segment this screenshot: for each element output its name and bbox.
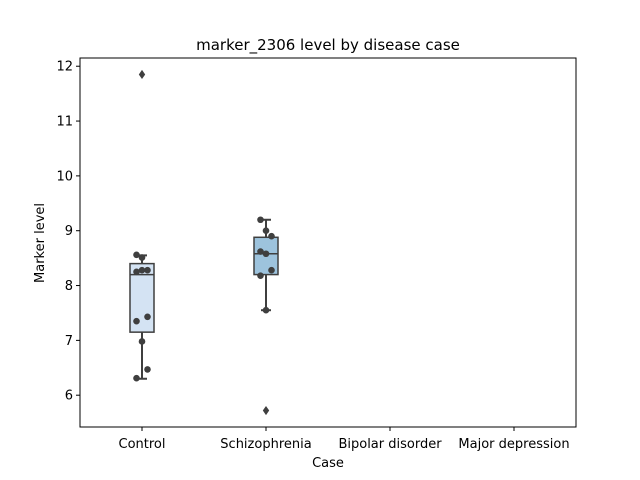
y-tick-label: 7 bbox=[65, 334, 73, 349]
x-axis: Control Schizophrenia Bipolar disorder Majo… bbox=[119, 427, 570, 452]
y-tick-label: 9 bbox=[65, 224, 73, 239]
swarm-point bbox=[138, 338, 146, 345]
swarm-point bbox=[257, 248, 264, 255]
swarm-point bbox=[133, 317, 140, 325]
plot-frame bbox=[79, 57, 577, 428]
swarm-point bbox=[262, 306, 270, 314]
box-group bbox=[253, 218, 279, 416]
swarm-point bbox=[138, 266, 146, 274]
box-flier bbox=[138, 69, 146, 80]
swarm-point bbox=[268, 266, 275, 274]
y-tick-label: 12 bbox=[56, 60, 73, 75]
swarm-point bbox=[262, 227, 270, 235]
box-flier bbox=[262, 405, 270, 416]
swarm-point bbox=[144, 366, 151, 373]
y-axis: 6 7 8 9 10 11 12 bbox=[56, 60, 80, 404]
y-tick-label: 11 bbox=[56, 115, 73, 130]
chart-title: marker_2306 level by disease case bbox=[196, 36, 460, 55]
boxes-layer bbox=[129, 69, 279, 416]
swarm-point bbox=[268, 232, 275, 240]
swarm-point bbox=[133, 374, 140, 382]
y-tick-label: 10 bbox=[56, 169, 73, 184]
swarm-point bbox=[144, 266, 151, 274]
swarm-point bbox=[144, 313, 151, 321]
x-axis-label: Case bbox=[312, 456, 344, 471]
swarm-point bbox=[138, 254, 146, 261]
box-group bbox=[129, 69, 155, 380]
swarm-point bbox=[257, 272, 264, 279]
swarm-point bbox=[133, 251, 140, 259]
x-tick-label: Bipolar disorder bbox=[338, 437, 442, 452]
y-tick-label: 8 bbox=[65, 279, 73, 294]
x-tick-label: Major depression bbox=[458, 437, 569, 452]
x-tick-label: Control bbox=[119, 437, 166, 452]
points-layer bbox=[133, 216, 275, 382]
swarm-point bbox=[262, 250, 270, 258]
swarm-point bbox=[257, 216, 264, 224]
y-axis-label: Marker level bbox=[33, 203, 48, 283]
y-tick-label: 6 bbox=[65, 389, 73, 404]
swarm-point bbox=[133, 268, 140, 276]
x-tick-label: Schizophrenia bbox=[220, 437, 311, 452]
